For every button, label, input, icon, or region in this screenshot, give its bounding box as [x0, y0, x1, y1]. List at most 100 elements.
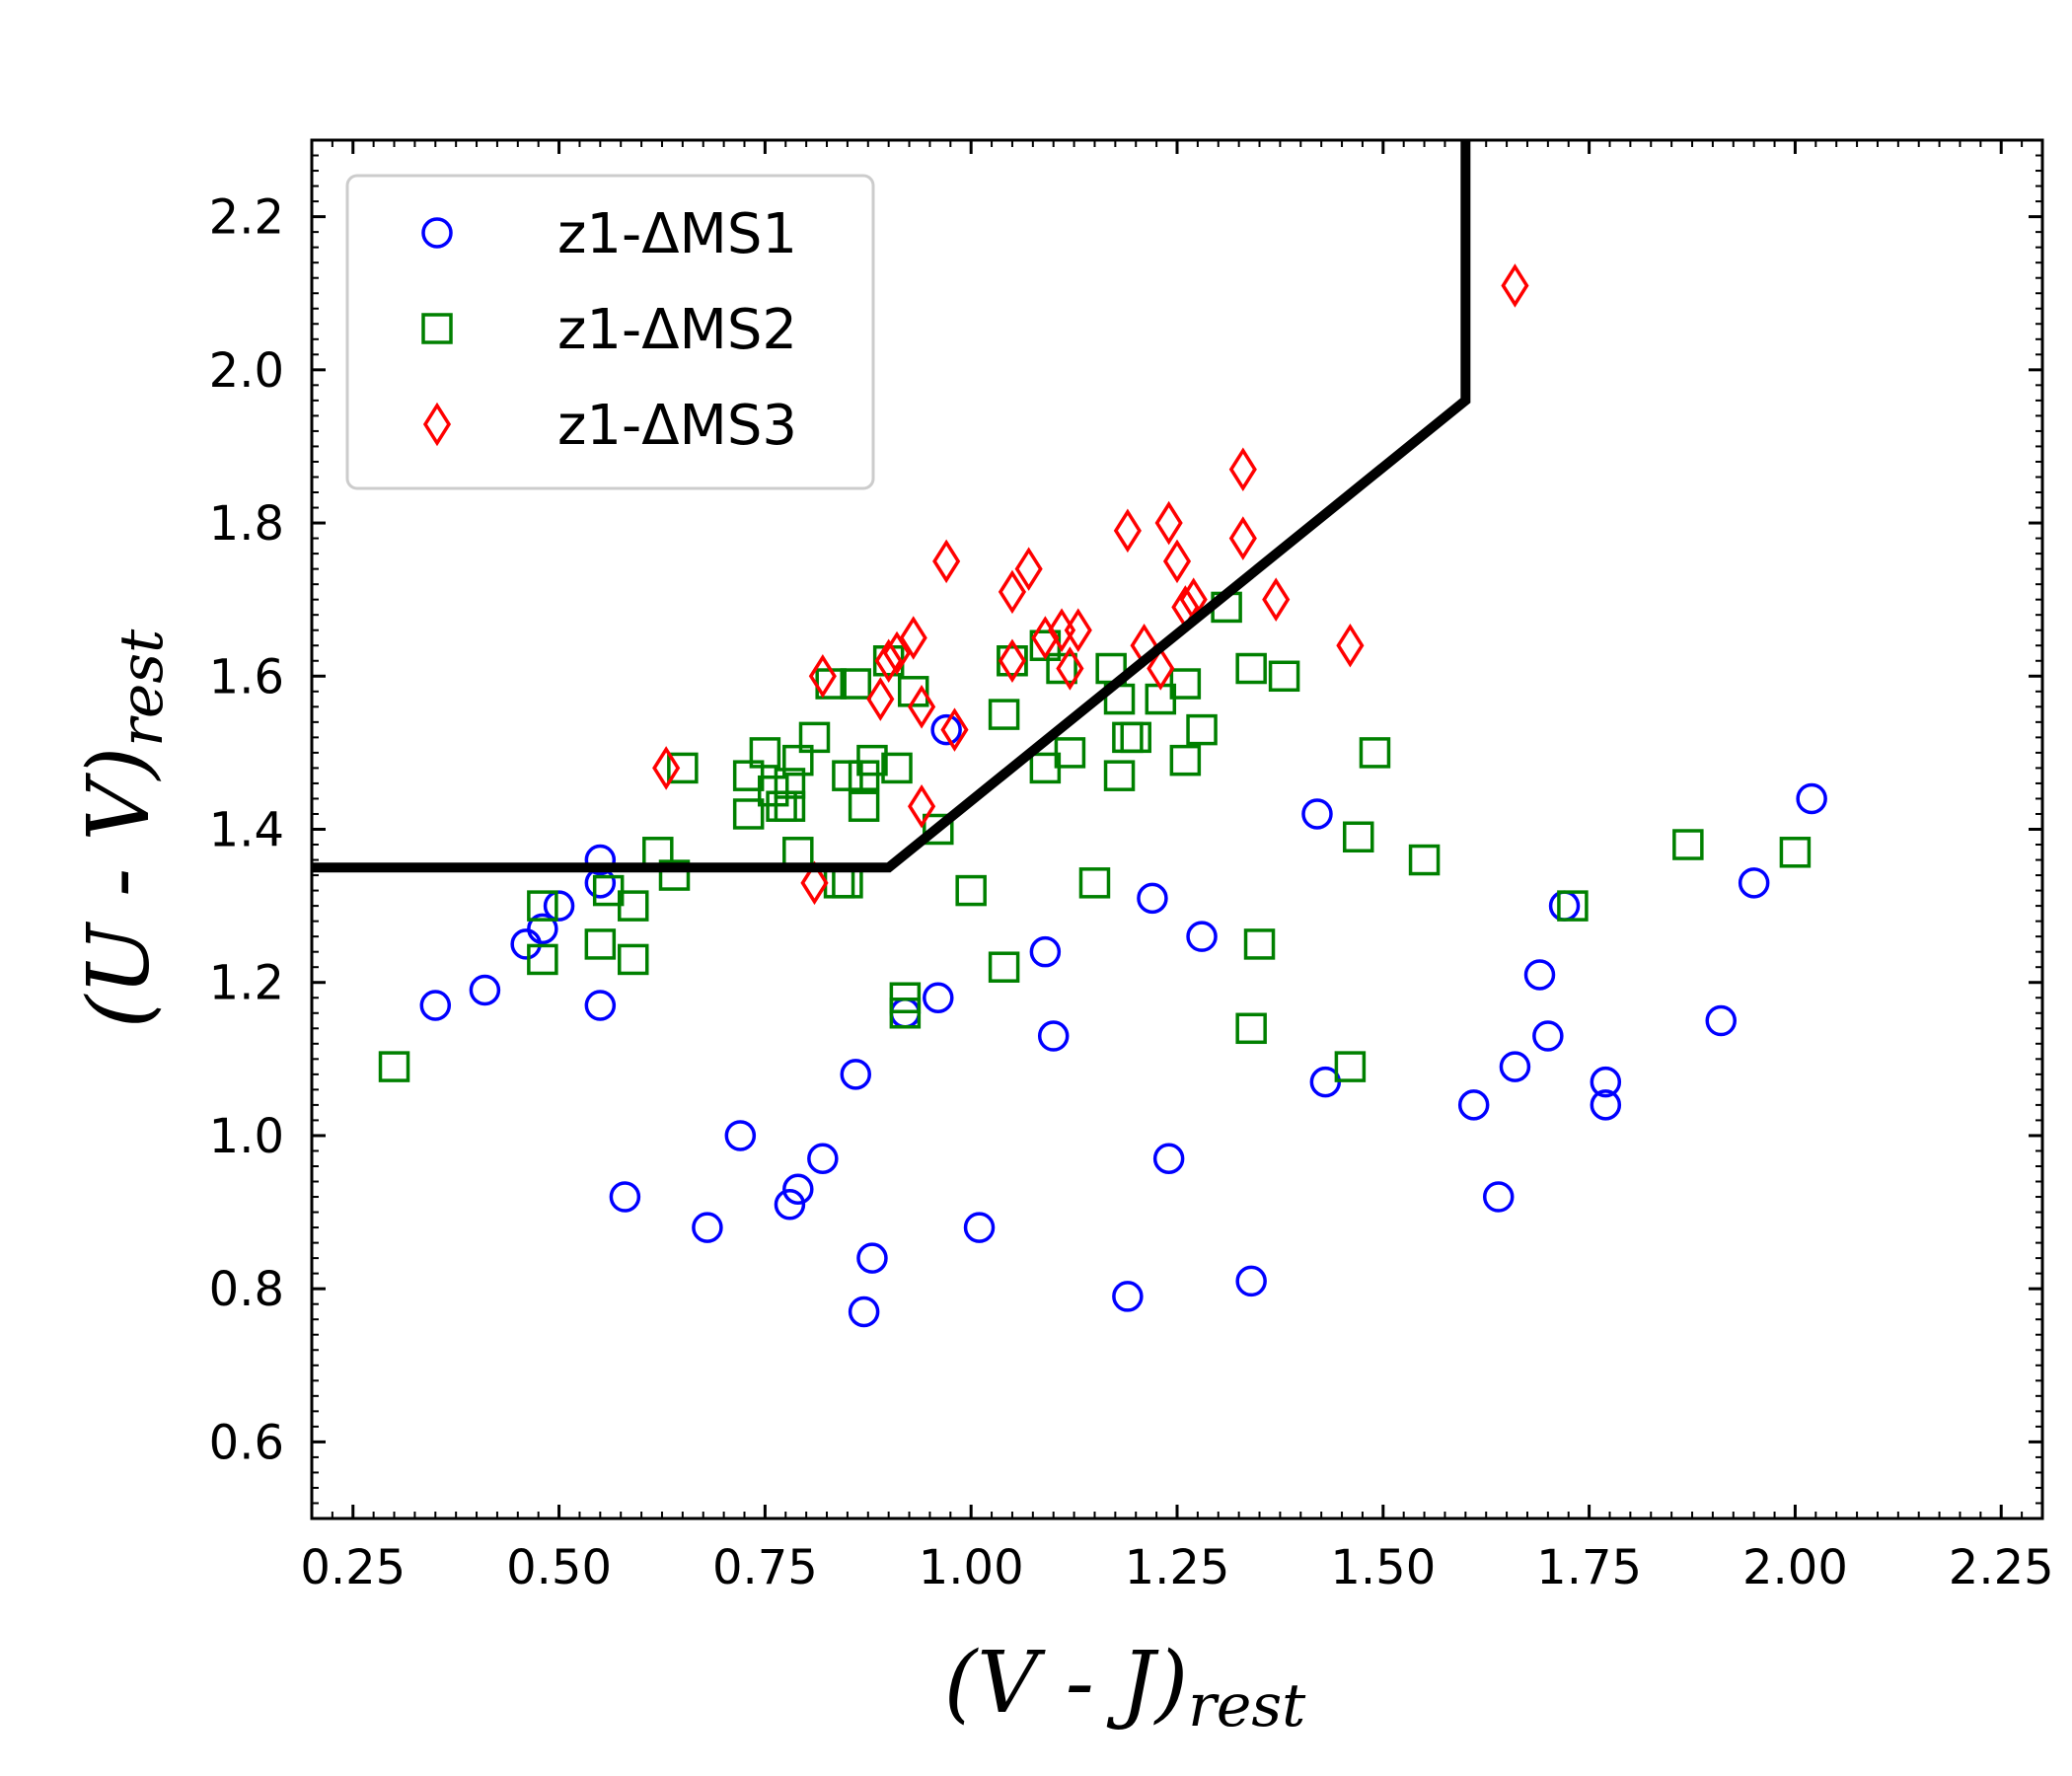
circle-data-point	[1301, 798, 1333, 830]
square-data-point	[658, 859, 691, 891]
legend-square-marker	[421, 313, 453, 344]
diamond-data-point	[998, 569, 1027, 615]
square-data-point	[1268, 660, 1300, 693]
diamond-data-point	[882, 630, 912, 676]
x-tick-label: 0.50	[506, 1540, 612, 1595]
x-tick-label: 0.75	[712, 1540, 818, 1595]
diamond-data-point	[652, 746, 681, 790]
square-data-point	[732, 798, 765, 830]
circle-data-point	[923, 982, 954, 1013]
y-tick-label: 2.0	[209, 343, 284, 399]
legend-circle-marker	[421, 217, 453, 249]
circle-data-point	[469, 974, 501, 1006]
diamond-data-point	[1031, 616, 1060, 660]
y-tick-label: 2.2	[209, 190, 284, 246]
circle-data-point	[1523, 959, 1556, 991]
diamond-data-point	[899, 616, 927, 660]
square-data-point	[1235, 1012, 1267, 1045]
square-data-point	[848, 790, 880, 822]
square-data-point	[1235, 652, 1267, 685]
y-tick-label: 1.4	[209, 803, 284, 858]
circle-data-point	[419, 990, 452, 1021]
square-data-point	[527, 890, 558, 922]
square-data-point	[1334, 1051, 1367, 1082]
legend-entries: z1-ΔMS1 z1-ΔMS2 z1-ΔMS3	[421, 202, 797, 458]
square-data-point	[840, 668, 872, 700]
x-tick-label: 1.00	[919, 1540, 1024, 1595]
circle-data-point	[807, 1143, 839, 1174]
circle-data-point	[1152, 1143, 1185, 1174]
square-data-point	[782, 744, 814, 777]
square-data-point	[1243, 928, 1276, 960]
x-tick-label: 2.25	[1949, 1540, 2054, 1595]
tick-labels: 0.25 0.50 0.75 1.00 1.25 1.50 1.75 2.00 2.25 0.6 0…	[209, 190, 2054, 1595]
y-tick-label: 1.0	[209, 1109, 284, 1164]
circle-data-point	[782, 1173, 814, 1206]
y-axis-label-main: (U - V)	[70, 747, 169, 1028]
legend-box	[345, 174, 875, 490]
legend-diamond-marker	[422, 402, 452, 447]
square-data-point	[923, 813, 954, 846]
circle-data-point	[1029, 935, 1062, 968]
x-axis-label-main: (V - J)	[944, 1634, 1188, 1733]
square-data-point	[1120, 721, 1151, 754]
square-data-point	[997, 645, 1028, 677]
square-data-point	[1359, 737, 1391, 769]
square-data-point	[774, 790, 806, 822]
y-axis-label-subscript: rest	[108, 629, 177, 747]
major-ticks	[312, 140, 2042, 1518]
diamond-data-point	[1154, 500, 1183, 546]
plot-frame	[310, 138, 2044, 1520]
square-data-point	[988, 951, 1020, 983]
circle-data-point	[774, 1189, 806, 1221]
circle-data-point	[930, 713, 962, 746]
diamond-data-point	[1056, 646, 1084, 691]
series-circle	[419, 713, 1827, 1328]
square-data-point	[823, 867, 855, 899]
diamond-data-point	[1336, 623, 1365, 668]
square-data-point	[782, 837, 814, 868]
square-data-point	[1169, 668, 1202, 700]
square-data-point	[1186, 713, 1218, 746]
diamond-data-point	[1113, 508, 1142, 554]
legend: z1-ΔMS1 z1-ΔMS2 z1-ΔMS3	[345, 174, 875, 490]
square-data-point	[667, 752, 699, 784]
circle-data-point	[1457, 1089, 1490, 1121]
legend-label: z1-ΔMS1	[557, 202, 797, 266]
square-data-point	[1054, 737, 1086, 769]
x-tick-label: 1.75	[1536, 1540, 1642, 1595]
square-data-point	[1408, 844, 1441, 876]
circle-data-point	[543, 890, 575, 922]
square-data-point	[881, 752, 913, 784]
diamond-data-point	[1262, 577, 1291, 622]
diamond-data-point	[1228, 447, 1257, 492]
square-data-point	[1557, 890, 1589, 922]
y-tick-label: 1.2	[209, 956, 284, 1011]
circle-data-point	[1548, 890, 1581, 922]
circle-data-point	[1112, 1281, 1144, 1312]
diamond-data-point	[808, 654, 837, 699]
circle-data-point	[584, 844, 617, 876]
circle-data-point	[1532, 1020, 1564, 1052]
square-data-point	[897, 676, 929, 707]
x-tick-label: 0.25	[300, 1540, 406, 1595]
square-data-point	[1169, 744, 1202, 777]
diamond-data-point	[800, 860, 829, 906]
circle-data-point	[856, 1242, 888, 1274]
diamond-data-point	[1147, 646, 1175, 691]
square-data-point	[1103, 760, 1136, 791]
square-data-point	[856, 744, 888, 777]
square-data-point	[1779, 837, 1812, 868]
square-data-point	[1672, 829, 1704, 860]
diamond-data-point	[932, 539, 961, 584]
circle-data-point	[1186, 921, 1218, 952]
square-data-point	[617, 890, 649, 922]
diamond-data-point	[1162, 539, 1192, 584]
circle-data-point	[1499, 1051, 1531, 1082]
circle-data-point	[527, 913, 558, 945]
diamond-data-point	[1014, 547, 1043, 591]
square-data-point	[889, 998, 922, 1029]
diamond-data-point	[940, 707, 969, 752]
series-square	[378, 591, 1812, 1082]
